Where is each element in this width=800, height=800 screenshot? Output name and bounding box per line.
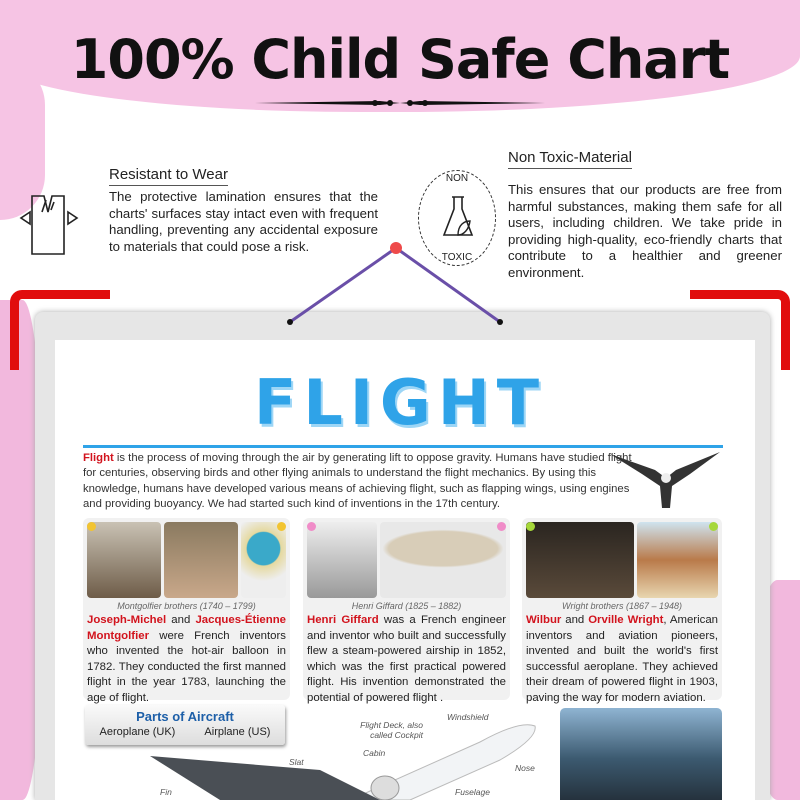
intro-lead: Flight (83, 452, 114, 464)
connector-text: and (166, 614, 196, 626)
inventor-card: Montgolfier brothers (1740 – 1799) Josep… (83, 518, 290, 704)
feature-title: Resistant to Wear (109, 166, 228, 186)
non-toxic-flask-icon: NON TOXIC (418, 170, 496, 266)
pin-dot (307, 522, 316, 531)
divider-ornament (255, 100, 545, 106)
poster-title: FLIGHT (254, 366, 546, 439)
title-rule (83, 445, 723, 448)
pin-dot (497, 522, 506, 531)
pin-dot (87, 522, 96, 531)
card-text: Joseph-Michel and Jacques-Étienne Montgo… (87, 613, 286, 707)
part-label: Fin (160, 787, 172, 797)
card-text: Henri Giffard was a French engineer and … (307, 613, 506, 707)
part-label: Nose (515, 763, 535, 773)
inventor-card: Wright brothers (1867 – 1948) Wilbur and… (522, 518, 722, 704)
uk-term: Aeroplane (UK) (99, 726, 176, 738)
badge-bottom: TOXIC (441, 252, 473, 263)
part-label: Fuselage (455, 787, 490, 797)
card-caption: Henri Giffard (1825 – 1882) (351, 601, 462, 611)
aircraft-illustration (150, 724, 536, 800)
part-label: Slat (289, 757, 304, 767)
card-text: Wilbur and Orville Wright, American inve… (526, 613, 718, 707)
pin-dot (709, 522, 718, 531)
portrait-photo (87, 522, 162, 598)
red-corner-bracket (10, 290, 110, 370)
parts-title: Parts of Aircraft (136, 709, 234, 724)
headline: 100% Child Safe Chart (70, 28, 730, 91)
parts-banner: Parts of Aircraft Aeroplane (UK) Airplane… (85, 705, 285, 745)
portrait-photo (164, 522, 239, 598)
intro-text: is the process of moving through the air… (83, 452, 632, 510)
connector-text: and (561, 614, 589, 626)
part-label: Flight Deck, also called Cockpit (360, 720, 423, 740)
pin-dot (526, 522, 535, 531)
feature-text: The protective lamination ensures that t… (109, 189, 378, 254)
card-description: were French inventors who invented the h… (87, 629, 286, 704)
card-caption: Montgolfier brothers (1740 – 1799) (117, 601, 256, 611)
cockpit-photo (560, 708, 722, 800)
aeroplane-image (637, 522, 718, 598)
part-label: Windshield (447, 712, 489, 722)
eagle-illustration (610, 452, 720, 508)
inventor-name: Wilbur (526, 614, 562, 626)
inventor-name: Joseph-Michel (87, 614, 167, 626)
pin-dot (277, 522, 286, 531)
part-label: Cabin (363, 748, 386, 758)
inventor-name: Orville Wright (588, 614, 664, 626)
badge-top: NON (445, 173, 469, 184)
hanging-string (287, 242, 503, 325)
torn-shirt-icon (19, 195, 79, 255)
card-description: , American inventors and aviation pionee… (526, 614, 718, 704)
pink-background-shape (0, 60, 45, 220)
inventor-name: Jacques-Étienne Montgolfier (87, 614, 286, 642)
inventor-card: Henri Giffard (1825 – 1882) Henri Giffar… (303, 518, 510, 704)
card-description: was a French engineer and inventor who b… (307, 614, 506, 704)
balloon-image (241, 522, 286, 598)
card-caption: Wright brothers (1867 – 1948) (561, 601, 683, 611)
feature-text: This ensures that our products are free … (508, 182, 782, 280)
portrait-photo (307, 522, 377, 598)
us-term: Airplane (US) (204, 726, 271, 738)
inventor-name: Henri Giffard (307, 614, 379, 626)
pink-background-shape (0, 0, 800, 112)
airship-image (379, 522, 506, 598)
portrait-photo (526, 522, 634, 598)
red-corner-bracket (690, 290, 790, 370)
intro-paragraph: Flight is the process of moving through … (83, 451, 638, 512)
feature-title: Non Toxic-Material (508, 149, 632, 169)
